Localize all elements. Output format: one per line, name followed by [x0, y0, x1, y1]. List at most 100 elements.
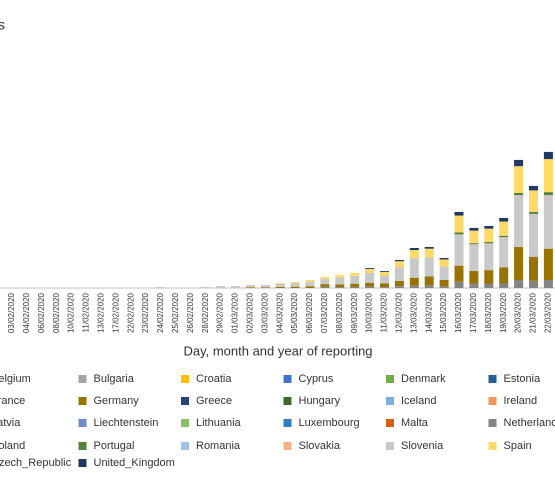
bar-segment: [365, 286, 375, 288]
bar-segment: [320, 286, 330, 288]
x-tick-label: 05/03/2020: [290, 292, 299, 333]
bar-segment: [156, 286, 166, 288]
legend-label: Netherlands: [504, 417, 555, 429]
bar-segment: [275, 282, 285, 284]
legend-swatch: [283, 419, 292, 427]
x-tick-label: 08/02/2020: [52, 292, 61, 333]
bar-segment: [484, 242, 494, 244]
legend-label: Poland: [0, 440, 25, 452]
legend-label: Spain: [504, 440, 532, 452]
x-tick-label: 26/02/2020: [186, 292, 195, 333]
bar-segment: [543, 279, 553, 288]
x-tick-label: 04/02/2020: [22, 292, 31, 333]
x-tick-label: 11/03/2020: [380, 292, 389, 332]
legend-label: Ireland: [504, 395, 538, 407]
legend-swatch: [283, 397, 292, 405]
x-tick-label: 06/03/2020: [305, 292, 314, 333]
bar-segment: [424, 257, 434, 277]
legend-swatch: [488, 442, 497, 450]
bar-segment: [365, 268, 375, 273]
legend-label: Estonia: [504, 373, 542, 385]
bar-segment: [469, 283, 479, 288]
legend-label: Luxembourg: [299, 417, 360, 429]
bar-segment: [529, 185, 538, 191]
bar-segment: [454, 215, 464, 233]
legend-swatch: [488, 397, 497, 405]
bar-segment: [350, 272, 360, 276]
bar-segment: [543, 151, 553, 160]
legend-label: Lithuania: [196, 417, 242, 429]
legend-swatch: [386, 442, 394, 450]
bar-segment: [201, 286, 211, 288]
bar-segment: [350, 275, 360, 284]
x-tick-label: 03/03/2020: [260, 292, 269, 333]
x-tick-label: 10/03/2020: [365, 292, 374, 333]
x-tick-label: 16/03/2020: [454, 292, 463, 333]
x-tick-label: 04/03/2020: [275, 292, 284, 333]
legend-label: Slovakia: [299, 440, 341, 452]
x-tick-label: 13/03/2020: [409, 292, 418, 333]
bar-segment: [335, 284, 345, 288]
bar-segment: [394, 259, 404, 262]
bar-segment: [320, 278, 330, 285]
x-tick-label: 21/03/2020: [529, 292, 538, 333]
legend-label: Slovenia: [401, 440, 444, 452]
bar-segment: [275, 283, 285, 287]
x-tick-label: 15/03/2020: [439, 292, 448, 333]
legend-swatch: [181, 375, 189, 383]
x-tick-label: 17/02/2020: [111, 292, 120, 333]
x-tick-label: 29/02/2020: [216, 292, 225, 333]
bar-segment: [439, 259, 449, 267]
bar-segment: [231, 285, 240, 288]
legend-swatch: [386, 419, 394, 427]
bar-segment: [439, 286, 449, 288]
bar-segment: [409, 277, 419, 286]
x-tick-label: 11/02/2020: [82, 292, 91, 332]
bar-segment: [320, 276, 330, 279]
bar-segment: [499, 267, 509, 284]
bar-segment: [543, 192, 553, 196]
legend-label: Bulgaria: [94, 373, 135, 385]
bar-segment: [424, 276, 434, 286]
bar-segment: [290, 286, 300, 288]
bar-segment: [335, 274, 345, 278]
bar-segment: [409, 258, 419, 278]
bar-segment: [394, 267, 404, 281]
legend-label: Liechtenstein: [94, 417, 159, 429]
legend-swatch: [283, 442, 292, 450]
bar-segment: [529, 190, 538, 212]
bar-segment: [454, 265, 464, 282]
legend-label: Croatia: [196, 373, 232, 385]
x-tick-label: 02/03/2020: [246, 292, 255, 333]
x-tick-label: 13/02/2020: [97, 292, 106, 333]
bar-segment: [380, 287, 389, 288]
bar-segment: [290, 281, 300, 284]
bar-segment: [484, 228, 494, 243]
x-tick-label: 22/03/2020: [544, 292, 553, 333]
bar-segment: [529, 280, 538, 288]
legend-label: Iceland: [401, 395, 436, 407]
bar-segment: [514, 166, 524, 193]
legend-label: Belgium: [0, 373, 31, 385]
x-axis-title: Day, month and year of reporting: [183, 343, 372, 358]
bar-segment: [543, 159, 553, 193]
bar-segment: [335, 287, 345, 288]
bar-segment: [529, 213, 538, 257]
x-tick-label: 09/03/2020: [350, 292, 359, 333]
legend-swatch: [78, 459, 87, 467]
x-tick-label: 08/03/2020: [335, 292, 344, 333]
bar-segment: [365, 272, 375, 283]
bar-segment: [514, 192, 524, 196]
legend-label: Cyprus: [299, 373, 334, 385]
bar-segment: [469, 230, 479, 244]
bar-segment: [260, 287, 270, 288]
x-tick-label: 24/02/2020: [156, 292, 165, 333]
bar-segment: [335, 277, 345, 285]
x-tick-label: 07/03/2020: [320, 292, 329, 333]
bar-segment: [469, 227, 479, 231]
x-tick-label: 19/03/2020: [499, 292, 508, 333]
bar-segment: [380, 275, 389, 284]
bar-segment: [484, 243, 494, 271]
bar-segment: [409, 285, 419, 288]
